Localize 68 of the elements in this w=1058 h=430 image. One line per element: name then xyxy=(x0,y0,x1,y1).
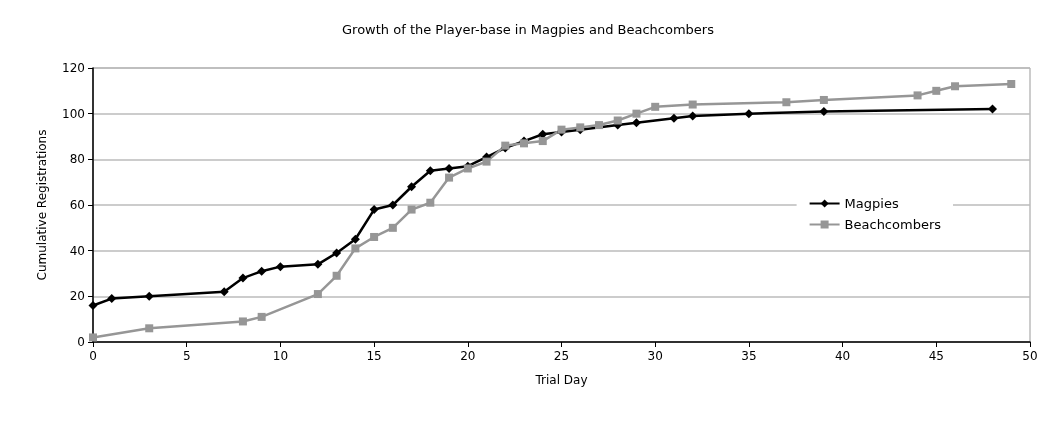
y-tick-label: 20 xyxy=(69,289,85,304)
point xyxy=(145,324,154,333)
point xyxy=(257,312,266,321)
point xyxy=(313,259,323,269)
x-tick-label: 30 xyxy=(647,349,663,363)
point xyxy=(482,157,491,166)
x-tick-label: 45 xyxy=(928,349,944,363)
x-tick-label: 0 xyxy=(89,349,97,363)
point xyxy=(426,198,435,207)
point xyxy=(144,291,154,301)
point xyxy=(275,262,285,272)
point xyxy=(631,118,641,128)
point xyxy=(238,317,247,326)
point xyxy=(313,290,322,299)
point xyxy=(351,244,360,253)
point xyxy=(744,109,754,119)
point xyxy=(913,91,922,100)
point xyxy=(988,104,998,114)
point xyxy=(107,294,117,304)
x-tick-label: 5 xyxy=(182,349,191,363)
point xyxy=(819,106,829,116)
point xyxy=(350,234,360,244)
point xyxy=(370,232,379,241)
point xyxy=(538,137,547,146)
point xyxy=(219,287,229,297)
point xyxy=(257,266,267,276)
point xyxy=(538,129,548,139)
point xyxy=(1007,79,1016,88)
x-axis-title: Trial Day xyxy=(534,373,588,387)
point xyxy=(613,116,622,125)
x-tick-label: 20 xyxy=(460,349,476,363)
chart-title: Growth of the Player-base in Magpies and Beachcombers xyxy=(342,22,715,37)
point xyxy=(407,205,416,214)
point xyxy=(369,205,379,215)
point xyxy=(444,163,454,173)
y-tick-label: 100 xyxy=(62,106,85,121)
point xyxy=(594,121,603,130)
y-tick-label: 80 xyxy=(69,152,85,167)
x-tick-label: 25 xyxy=(553,349,570,363)
point xyxy=(632,109,641,118)
point xyxy=(932,86,941,95)
y-tick-label: 40 xyxy=(69,243,85,258)
legend-label: Magpies xyxy=(844,196,899,211)
x-tick-label: 40 xyxy=(834,349,851,363)
point xyxy=(332,271,341,280)
x-tick-label: 50 xyxy=(1022,349,1038,363)
x-tick-label: 35 xyxy=(741,349,757,363)
x-tick-label: 15 xyxy=(366,349,382,363)
point xyxy=(819,95,828,104)
point xyxy=(388,200,398,210)
point xyxy=(238,273,248,283)
y-tick-label: 0 xyxy=(77,335,85,349)
x-tick-label: 10 xyxy=(272,349,289,363)
point xyxy=(951,82,960,91)
point xyxy=(445,173,454,182)
point xyxy=(332,248,342,258)
y-tick-label: 120 xyxy=(62,61,85,75)
point xyxy=(407,182,417,192)
point xyxy=(669,113,679,123)
point xyxy=(651,102,660,111)
point xyxy=(688,100,697,109)
y-axis-title: Cumulative Registrations xyxy=(35,129,49,281)
point xyxy=(88,300,98,310)
y-tick-label: 60 xyxy=(69,198,85,212)
point xyxy=(388,223,397,232)
point xyxy=(425,166,435,176)
legend-label: Beachcombers xyxy=(844,217,942,232)
point xyxy=(782,98,791,107)
